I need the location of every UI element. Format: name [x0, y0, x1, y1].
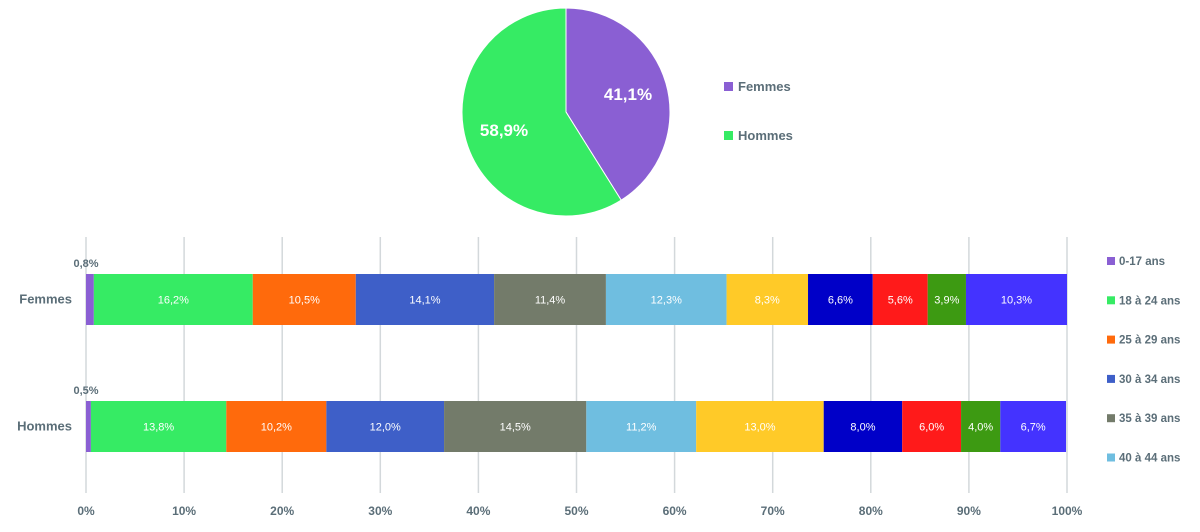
pie-slice-femmes [565, 7, 671, 201]
bar-data-label: 10,2% [261, 422, 292, 434]
pie-slice-hommes [461, 7, 622, 217]
bar-segment [696, 401, 824, 452]
bar-data-label: 0,5% [73, 385, 98, 397]
bar-data-label: 16,2% [158, 295, 189, 307]
category-label: Femmes [19, 292, 72, 307]
bar-data-label: 11,4% [535, 295, 566, 307]
x-tick-label: 40% [466, 504, 490, 518]
legend-swatch [1107, 374, 1115, 383]
legend-label: 30 à 34 ans [1119, 374, 1180, 386]
x-tick-label: 20% [270, 504, 294, 518]
bar-segment [494, 274, 606, 325]
bar-segment [872, 274, 928, 325]
bar-segment [965, 274, 1067, 325]
legend-swatch [1107, 335, 1115, 344]
legend-label: 18 à 24 ans [1119, 295, 1180, 307]
category-label: Hommes [17, 419, 72, 434]
bar-data-label: 5,6% [888, 295, 913, 307]
x-tick-label: 60% [663, 504, 687, 518]
bar-data-label: 6,7% [1021, 422, 1046, 434]
bar-data-label: 11,2% [626, 422, 657, 434]
bar-segment [726, 274, 809, 325]
bar-legend: 0-17 ans 18 à 24 ans 25 à 29 ans 30 à 34 an… [1107, 256, 1180, 465]
bar-data-label: 8,0% [850, 422, 875, 434]
legend-swatch [1107, 453, 1115, 462]
legend-label: 40 à 44 ans [1119, 453, 1180, 465]
x-tick-label: 100% [1052, 504, 1083, 518]
legend-swatch [1107, 296, 1115, 305]
x-axis: 0% 10% 20% 30% 40% 50% 60% 70% 80% 90% 100% [77, 504, 1082, 518]
bar-segment [605, 274, 727, 325]
bar-segment [927, 274, 966, 325]
bar-data-label: 6,0% [919, 422, 944, 434]
legend-label: 35 à 39 ans [1119, 413, 1180, 425]
legend-label: 25 à 29 ans [1119, 335, 1180, 347]
bar-segment [823, 401, 903, 452]
x-tick-label: 50% [564, 504, 588, 518]
legend-label: Femmes [738, 79, 791, 94]
bar-segment [86, 274, 94, 325]
bar-data-label: 14,5% [500, 422, 531, 434]
bar-segment [586, 401, 697, 452]
bar-segment [961, 401, 1001, 452]
pie-chart: 41,1% 58,9% [461, 7, 671, 217]
bar-data-label: 14,1% [409, 295, 440, 307]
bar-data-label: 12,0% [370, 422, 401, 434]
bar-segment [90, 401, 227, 452]
stacked-bar-chart: Femmes 0,8% 16,2% 10,5% 14,1% 11,4% 12,3% 8,3% 6… [17, 258, 1067, 452]
bar-segment [226, 401, 327, 452]
bar-data-label: 3,9% [934, 295, 959, 307]
legend-label: 0-17 ans [1119, 256, 1165, 268]
bar-data-label: 8,3% [755, 295, 780, 307]
legend-swatch [1107, 257, 1115, 265]
bar-segment [252, 274, 356, 325]
pie-data-label: 41,1% [604, 85, 652, 104]
x-tick-label: 80% [859, 504, 883, 518]
bar-data-label: 12,3% [651, 295, 682, 307]
legend-swatch [724, 131, 733, 140]
bar-data-label: 6,6% [828, 295, 853, 307]
pie-legend: Femmes Hommes [724, 79, 793, 143]
bar-segment [902, 401, 962, 452]
x-tick-label: 30% [368, 504, 392, 518]
bar-segment [444, 401, 587, 452]
bar-segment [86, 401, 91, 452]
bar-segment [1000, 401, 1067, 452]
bar-segment [355, 274, 495, 325]
bar-data-label: 13,0% [744, 422, 775, 434]
bar-segment [93, 274, 253, 325]
legend-swatch [724, 82, 733, 91]
x-tick-label: 70% [761, 504, 785, 518]
x-tick-label: 10% [172, 504, 196, 518]
bar-data-label: 0,8% [73, 258, 98, 270]
pie-data-label: 58,9% [480, 121, 528, 140]
x-tick-label: 90% [957, 504, 981, 518]
legend-swatch [1107, 414, 1115, 423]
bar-data-label: 13,8% [143, 422, 174, 434]
bar-data-label: 10,3% [1001, 295, 1032, 307]
bar-data-label: 10,5% [289, 295, 320, 307]
legend-label: Hommes [738, 128, 793, 143]
x-tick-label: 0% [77, 504, 95, 518]
bar-data-label: 4,0% [968, 422, 993, 434]
bar-segment [326, 401, 445, 452]
bar-segment [808, 274, 873, 325]
